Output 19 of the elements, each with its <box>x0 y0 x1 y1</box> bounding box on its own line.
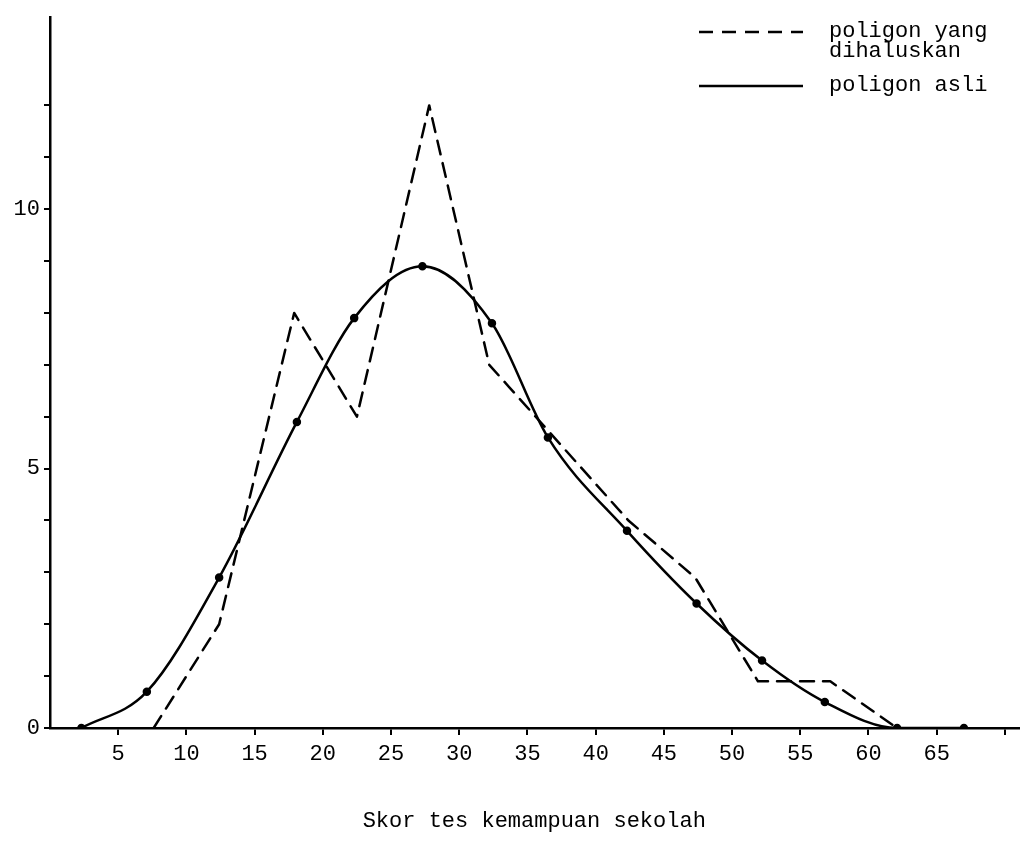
y-tick-label: 10 <box>13 197 40 222</box>
legend-label: poligon yang dihaluskan <box>829 19 989 64</box>
y-tick-label: 0 <box>26 715 40 741</box>
legend-label: poligon asli <box>829 73 989 98</box>
x-tick-label: 55 <box>787 742 814 768</box>
x-tick-label: 35 <box>514 742 541 768</box>
x-axis-title: Skor tes kemampuan sekolah <box>362 808 706 834</box>
x-tick-label: 15 <box>241 742 268 768</box>
x-tick-label: 40 <box>582 742 609 768</box>
x-tick-label: 20 <box>309 742 337 768</box>
x-tick-label: 25 <box>377 742 405 768</box>
x-tick-label: 65 <box>923 742 950 768</box>
x-tick-label: 30 <box>446 742 473 768</box>
x-tick-label: 5 <box>111 742 125 768</box>
x-tick-label: 10 <box>173 742 200 768</box>
x-tick-label: 45 <box>650 742 678 768</box>
x-tick-label: 60 <box>855 742 882 768</box>
x-tick-label: 50 <box>718 742 746 768</box>
y-tick-label: 5 <box>26 456 40 482</box>
